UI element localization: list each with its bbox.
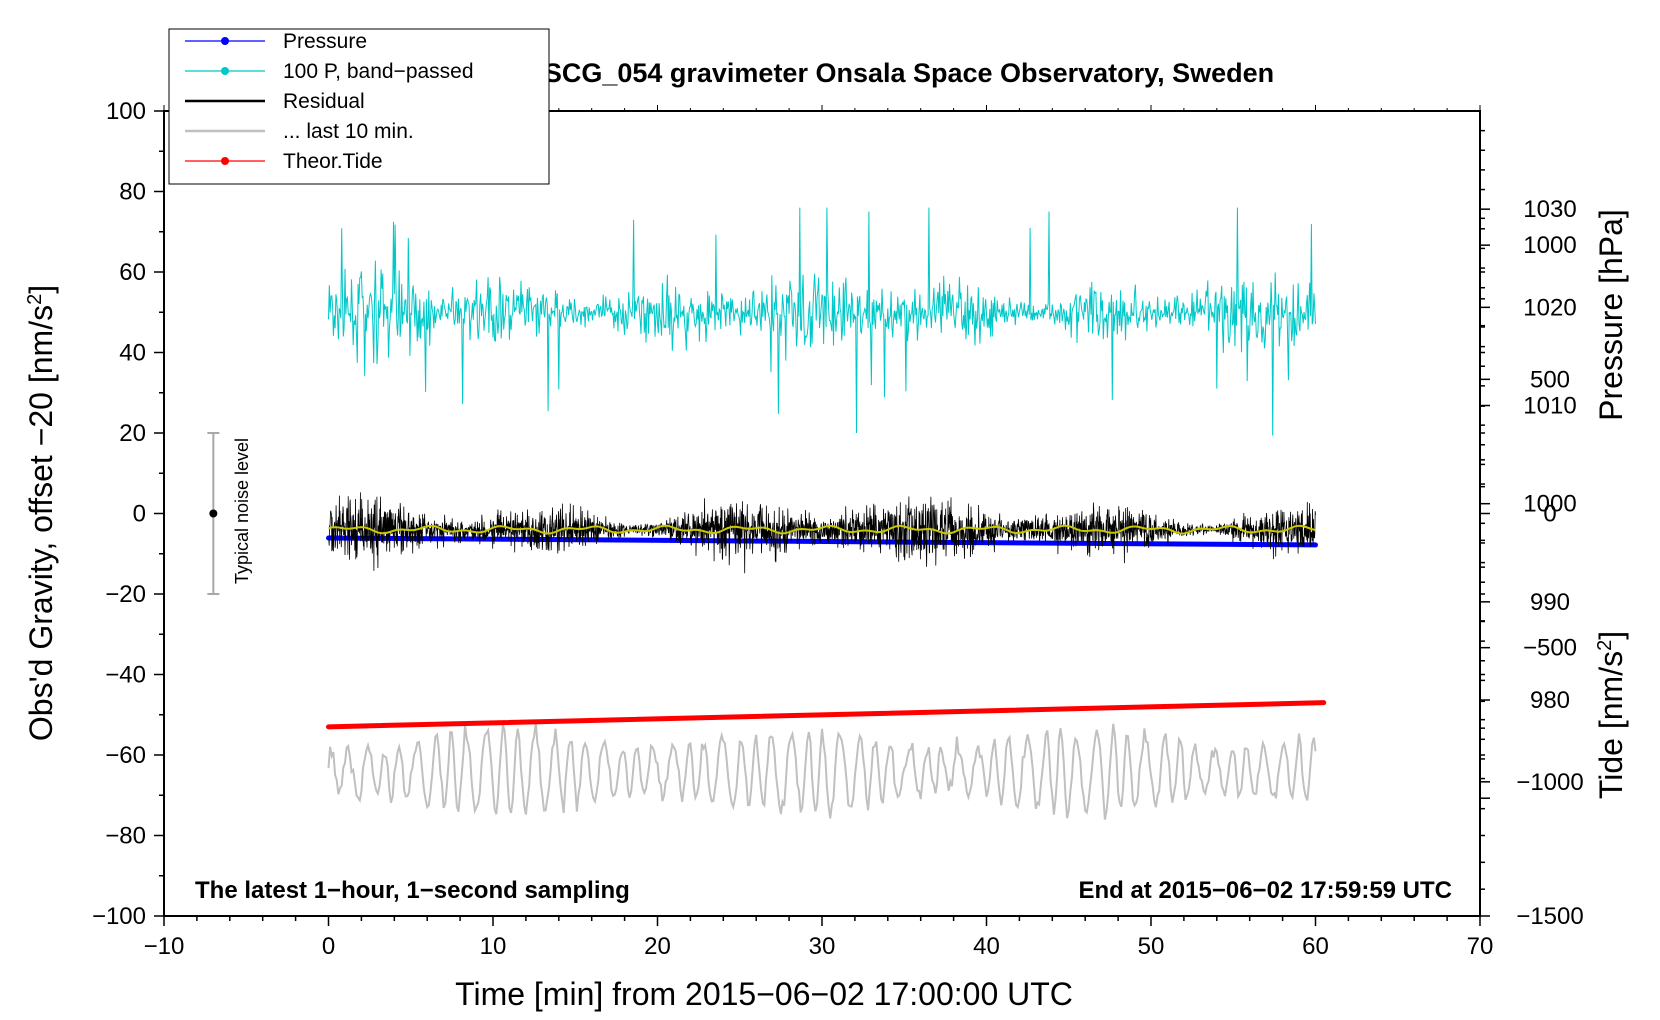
tide-tick-label: −1000 [1516, 769, 1583, 796]
y-axis-label-close: ] [23, 285, 59, 294]
sampling-annotation: The latest 1−hour, 1−second sampling [195, 877, 630, 904]
y-tick-label: −80 [105, 823, 146, 850]
legend-label-0: Pressure [283, 30, 367, 53]
residual-line [328, 492, 1316, 574]
tide-tick-label: 500 [1530, 366, 1570, 393]
legend-label-4: Theor.Tide [283, 150, 383, 173]
tide-tick-label: −1500 [1516, 903, 1583, 930]
end-time-annotation: End at 2015−06−02 17:59:59 UTC [1078, 877, 1452, 904]
pressure-axis-label: Pressure [hPa] [1593, 209, 1629, 421]
y-tick-label: −60 [105, 742, 146, 769]
x-axis: −10 0 10 20 30 40 50 60 70 [144, 105, 1494, 960]
legend-label-2: Residual [283, 90, 365, 113]
y-tick-label: −100 [92, 903, 146, 930]
x-tick-label: 60 [1302, 933, 1329, 960]
band-passed-pressure-series [328, 207, 1316, 436]
x-tick-label: 10 [480, 933, 507, 960]
legend-marker-1 [221, 67, 229, 75]
y-tick-label: 60 [119, 259, 146, 286]
legend-box [168, 28, 550, 185]
band-passed-line [328, 207, 1316, 436]
legend-marker-4 [221, 157, 229, 165]
y-tick-label: 20 [119, 420, 146, 447]
noise-center-dot [209, 509, 218, 518]
y-tick-label: 40 [119, 340, 146, 367]
legend-label-3: ... last 10 min. [283, 120, 414, 143]
x-tick-label: 50 [1138, 933, 1165, 960]
pressure-tick-label: 1010 [1523, 393, 1576, 420]
tide-line [326, 700, 1327, 730]
pressure-axis: 980 990 1000 1010 1020 1030 [1480, 129, 1577, 799]
last-10-min-series [327, 721, 1317, 820]
tide-axis-label-close: ] [1593, 631, 1629, 640]
pressure-tick-label: 1030 [1523, 196, 1576, 223]
y-tick-label: 100 [106, 98, 146, 125]
last-10-min-line [327, 721, 1317, 820]
x-tick-label: 70 [1467, 933, 1494, 960]
chart-title: SCG_054 gravimeter Onsala Space Observat… [544, 58, 1274, 88]
smoothed-residual-line [328, 524, 1316, 535]
noise-indicator: Typical noise level [207, 432, 252, 595]
pressure-tick-label: 1000 [1523, 491, 1576, 518]
tide-axis-label-sup: 2 [1594, 640, 1616, 651]
pressure-tick-label: 980 [1530, 687, 1570, 714]
tide-axis: −1500 −1000 −500 0 500 1000 [1480, 217, 1584, 930]
x-tick-label: 20 [644, 933, 671, 960]
x-tick-label: 40 [973, 933, 1000, 960]
theoretical-tide-series [326, 700, 1327, 730]
tide-tick-label: 1000 [1523, 232, 1576, 259]
x-tick-label: 0 [322, 933, 335, 960]
tide-axis-label: Tide [nm/s2] [1593, 631, 1629, 799]
residual-series [328, 492, 1316, 574]
noise-indicator-label: Typical noise level [232, 438, 252, 584]
y-axis-left: −100 −80 −60 −40 −20 0 20 40 60 80 100 [92, 98, 164, 930]
tide-axis-label-main: Tide [nm/s [1593, 651, 1629, 799]
pressure-tick-label: 1020 [1523, 294, 1576, 321]
y-tick-label: −20 [105, 581, 146, 608]
x-tick-label: −10 [144, 933, 185, 960]
x-tick-label: 30 [809, 933, 836, 960]
y-axis-label: Obs'd Gravity, offset −20 [nm/s2] [23, 285, 59, 741]
y-tick-label: −40 [105, 662, 146, 689]
y-axis-label-sup: 2 [24, 294, 46, 305]
smoothed-residual-series [328, 524, 1316, 535]
y-axis-label-main: Obs'd Gravity, offset −20 [nm/s [23, 305, 59, 741]
tide-tick-label: 0 [1543, 501, 1556, 528]
y-tick-label: 80 [119, 179, 146, 206]
legend: Pressure 100 P, band−passed Residual ... la… [168, 28, 550, 185]
tide-tick-label: −500 [1523, 635, 1577, 662]
legend-marker-0 [221, 37, 229, 45]
legend-label-1: 100 P, band−passed [283, 60, 474, 83]
x-axis-label: Time [min] from 2015−06−02 17:00:00 UTC [455, 976, 1073, 1012]
pressure-tick-label: 990 [1530, 589, 1570, 616]
y-tick-label: 0 [133, 501, 146, 528]
